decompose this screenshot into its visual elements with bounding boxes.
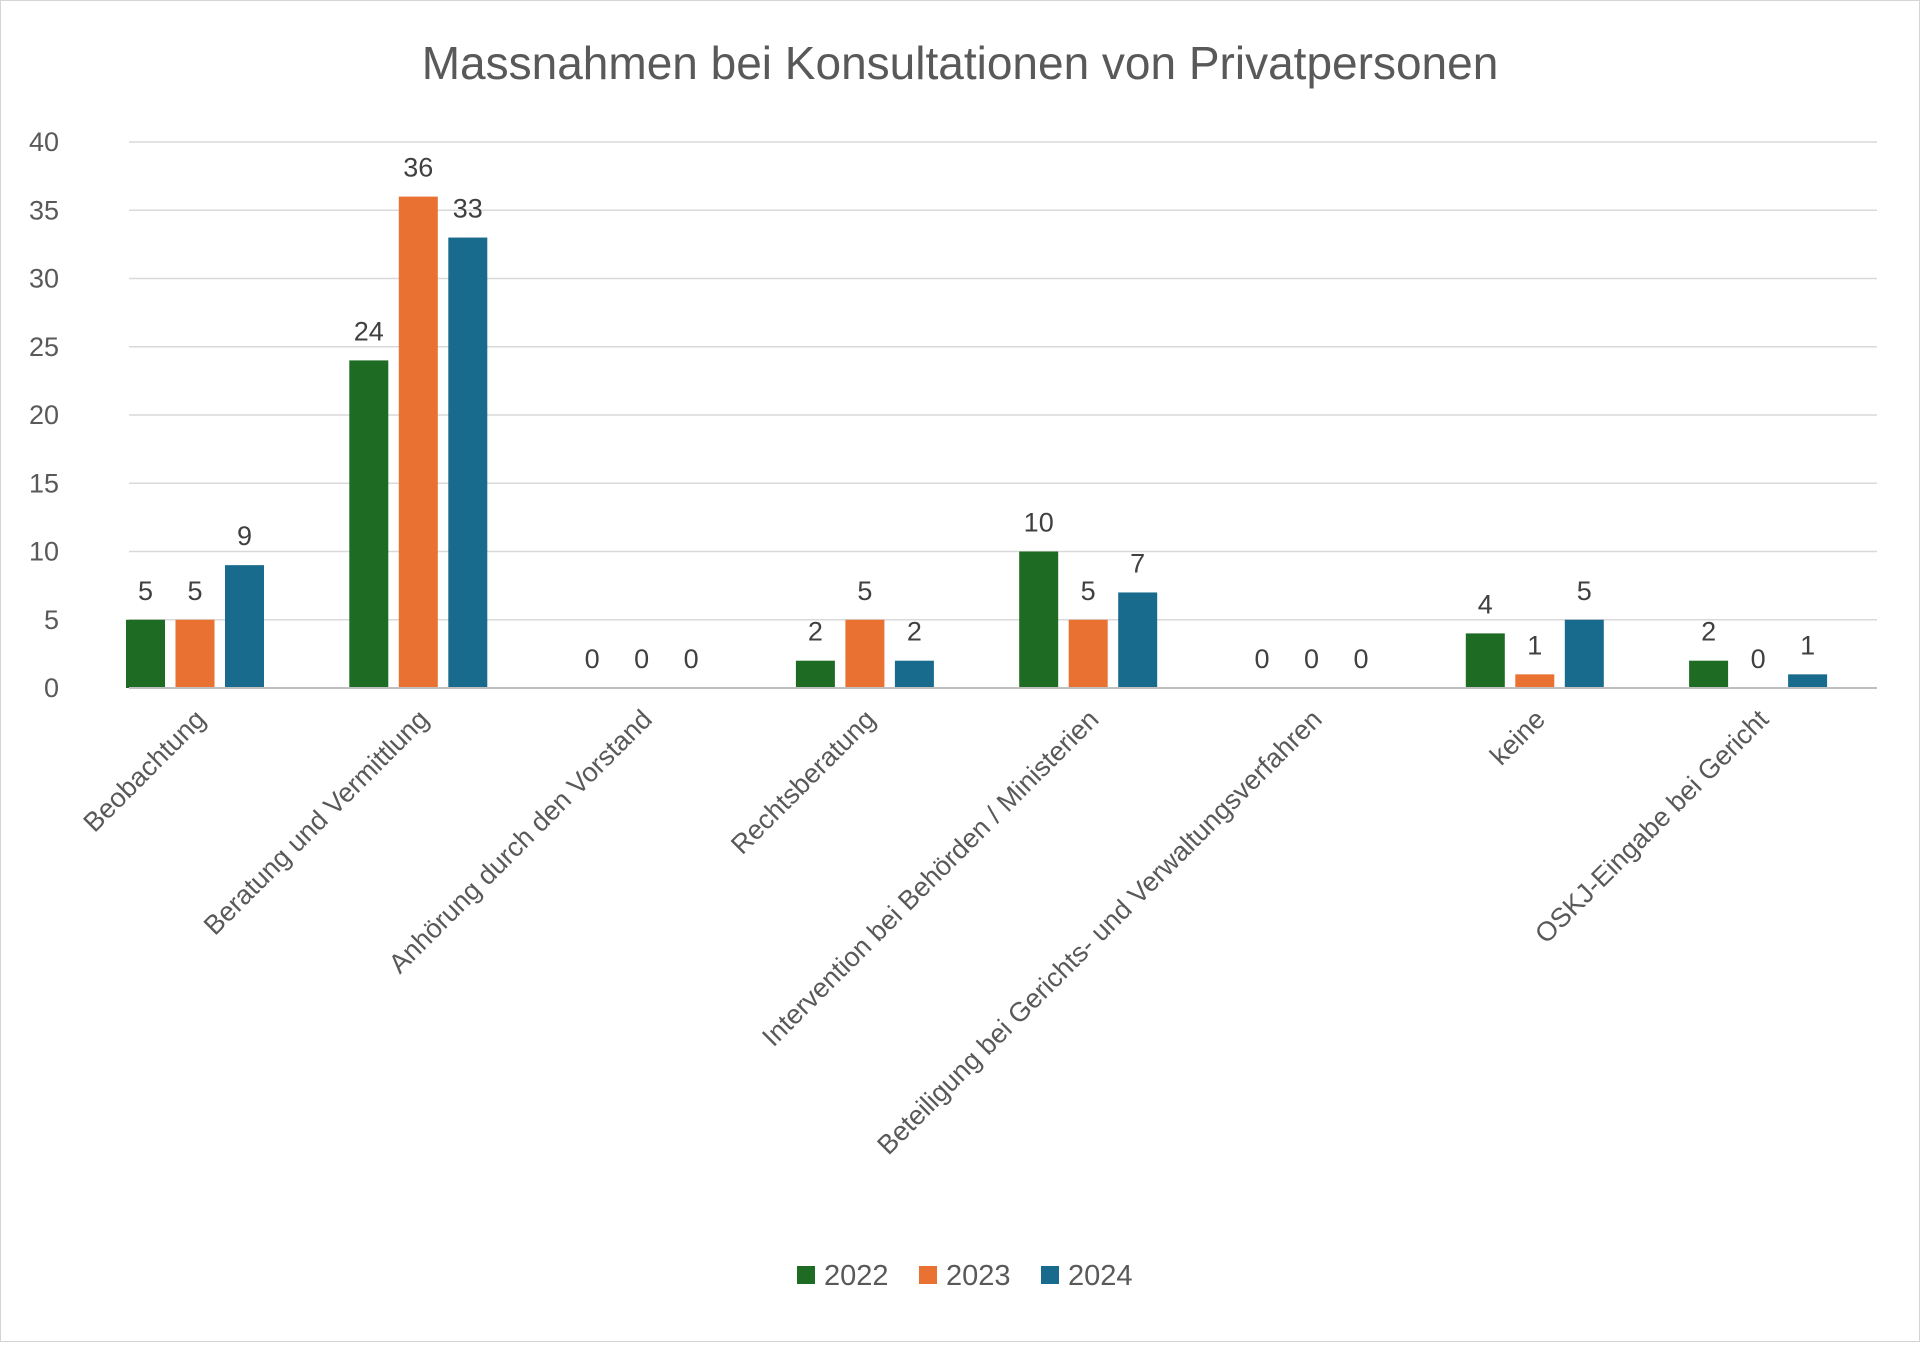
bar-2024 <box>894 660 934 688</box>
data-label: 2 <box>808 617 823 647</box>
bar-2022 <box>126 619 165 688</box>
y-axis-ticks: 0 5 10 15 20 25 30 35 40 <box>29 127 59 703</box>
x-tick-label: Beratung und Vermittlung <box>198 704 435 941</box>
legend-swatch-2022 <box>797 1266 815 1284</box>
legend-swatch-2024 <box>1041 1266 1059 1284</box>
y-tick-label: 5 <box>44 605 59 635</box>
data-label: 0 <box>1254 644 1269 674</box>
legend-label: 2023 <box>946 1260 1011 1292</box>
legend-label: 2024 <box>1068 1260 1133 1292</box>
bar-2024 <box>225 565 264 688</box>
y-tick-label: 25 <box>29 332 59 362</box>
data-label: 0 <box>585 644 600 674</box>
data-label: 36 <box>403 153 433 183</box>
data-label: 2 <box>907 617 922 647</box>
data-label: 0 <box>1304 644 1319 674</box>
bar-2023 <box>1068 619 1108 688</box>
bar-2023 <box>845 619 885 688</box>
data-label: 2 <box>1701 617 1716 647</box>
data-label: 5 <box>138 576 153 606</box>
y-tick-label: 30 <box>29 264 59 294</box>
bar-2022 <box>1689 660 1729 688</box>
data-label: 0 <box>684 644 699 674</box>
bar-2022 <box>1465 633 1505 688</box>
bar-2022 <box>349 360 389 688</box>
bars <box>126 196 1828 689</box>
bar-2022 <box>1019 551 1059 688</box>
data-label: 4 <box>1478 589 1493 619</box>
x-tick-label: keine <box>1484 704 1551 771</box>
x-tick-label: Rechtsberatung <box>725 704 881 860</box>
y-tick-label: 40 <box>29 127 59 157</box>
data-label: 10 <box>1024 508 1054 538</box>
data-label: 5 <box>1577 576 1592 606</box>
bar-2024 <box>1564 619 1604 688</box>
y-tick-label: 0 <box>44 673 59 703</box>
data-label: 1 <box>1800 630 1815 660</box>
bar-2023 <box>1515 674 1555 688</box>
x-tick-label: Anhörung durch den Vorstand <box>383 704 658 979</box>
data-label: 5 <box>1081 576 1096 606</box>
x-tick-label: Beobachtung <box>78 704 212 838</box>
data-label: 7 <box>1130 548 1145 578</box>
bar-2022 <box>795 660 835 688</box>
x-tick-label: Beteiligung bei Gerichts- und Verwaltung… <box>871 704 1327 1160</box>
data-label: 24 <box>354 316 384 346</box>
data-label: 0 <box>1353 644 1368 674</box>
bar-2024 <box>1788 674 1828 688</box>
legend-label: 2022 <box>824 1260 889 1292</box>
data-label: 1 <box>1527 630 1542 660</box>
data-label: 5 <box>187 576 202 606</box>
data-labels: 5 5 9 24 36 33 0 0 0 2 5 2 10 5 7 0 0 0 4 1 5 2 0 1 <box>138 153 1815 674</box>
data-label: 33 <box>453 194 483 224</box>
bar-2023 <box>398 196 438 688</box>
bar-2024 <box>448 237 488 689</box>
bar-2024 <box>1118 592 1158 688</box>
x-tick-label: OSKJ-Eingabe bei Gericht <box>1529 704 1774 949</box>
bar-2023 <box>175 619 215 688</box>
data-label: 9 <box>237 521 252 551</box>
gridlines <box>129 141 1877 621</box>
data-label: 5 <box>857 576 872 606</box>
y-tick-label: 20 <box>29 400 59 430</box>
y-tick-label: 15 <box>29 468 59 498</box>
legend: 2022 2023 2024 <box>797 1260 1133 1292</box>
data-label: 0 <box>634 644 649 674</box>
chart-title: Massnahmen bei Konsultationen von Privat… <box>422 37 1499 89</box>
y-tick-label: 35 <box>29 195 59 225</box>
data-label: 0 <box>1751 644 1766 674</box>
y-tick-label: 10 <box>29 537 59 567</box>
legend-swatch-2023 <box>919 1266 937 1284</box>
